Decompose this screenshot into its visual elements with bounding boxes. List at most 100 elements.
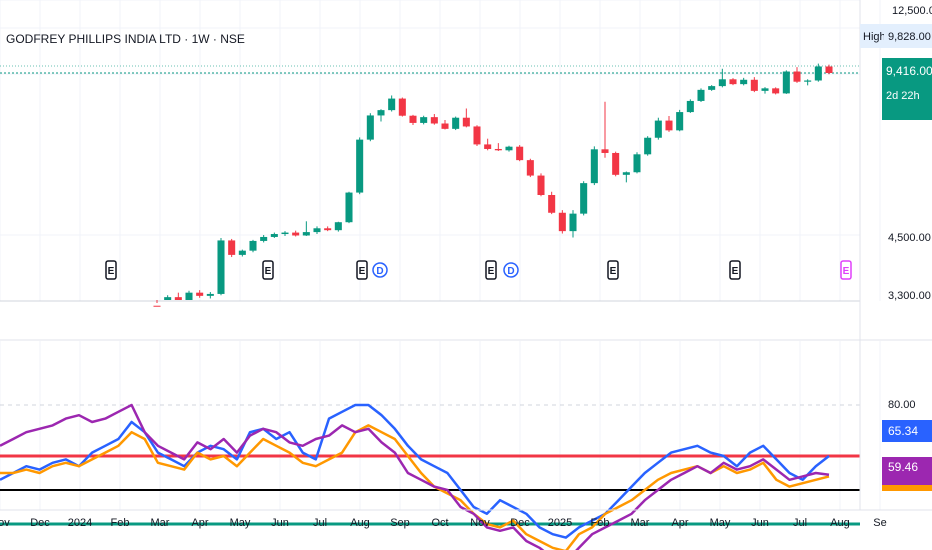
candle-body[interactable] xyxy=(174,297,182,300)
candle-body[interactable] xyxy=(430,117,438,124)
candles-group[interactable] xyxy=(153,63,833,307)
dividend-event-marker[interactable] xyxy=(372,262,388,278)
candle-body[interactable] xyxy=(473,126,481,145)
candle-body[interactable] xyxy=(569,213,577,232)
candle-body[interactable] xyxy=(708,86,716,90)
candle-body[interactable] xyxy=(740,79,748,85)
candle-body[interactable] xyxy=(644,137,652,155)
time-tick-label: Jun xyxy=(271,517,289,529)
time-tick-label: Dec xyxy=(30,517,50,529)
candle-body[interactable] xyxy=(782,71,790,94)
candle-body[interactable] xyxy=(526,160,534,176)
candle-body[interactable] xyxy=(409,115,417,123)
candle-body[interactable] xyxy=(718,79,726,87)
earnings-event-marker[interactable] xyxy=(105,260,117,280)
candle-body[interactable] xyxy=(590,149,598,184)
candle-body[interactable] xyxy=(697,89,705,101)
candle-body[interactable] xyxy=(356,139,364,193)
candle-body[interactable] xyxy=(750,79,758,91)
blue-value: 65.34 xyxy=(888,424,918,438)
candle-body[interactable] xyxy=(441,123,449,129)
event-label: D xyxy=(376,266,383,277)
candle-body[interactable] xyxy=(228,240,236,255)
candle-body[interactable] xyxy=(420,117,428,123)
candle-body[interactable] xyxy=(345,192,353,223)
indicator-scale[interactable]: 80.00 65.34 59.46 xyxy=(882,399,932,491)
candle-body[interactable] xyxy=(494,148,502,151)
earnings-event-marker[interactable] xyxy=(262,260,274,280)
earnings-event-marker[interactable] xyxy=(356,260,368,280)
candle-body[interactable] xyxy=(505,146,513,151)
candle-body[interactable] xyxy=(270,234,278,237)
earnings-event-marker[interactable] xyxy=(607,260,619,280)
candle-body[interactable] xyxy=(665,120,673,131)
upcoming-earnings-marker[interactable] xyxy=(840,260,852,280)
candle-body[interactable] xyxy=(601,149,609,153)
candle-body[interactable] xyxy=(622,172,630,175)
high-label-bg xyxy=(860,24,884,48)
indicator-orange-line[interactable] xyxy=(0,424,830,550)
candle-body[interactable] xyxy=(686,100,694,113)
candle-body[interactable] xyxy=(281,232,289,235)
time-tick-label: Se xyxy=(873,517,886,529)
candle-body[interactable] xyxy=(324,228,332,231)
candle-body[interactable] xyxy=(729,79,737,85)
candle-body[interactable] xyxy=(804,80,812,82)
time-tick-label: Jun xyxy=(751,517,769,529)
candle-body[interactable] xyxy=(238,250,246,255)
candle-body[interactable] xyxy=(366,115,374,140)
candle-body[interactable] xyxy=(153,305,161,307)
candle-body[interactable] xyxy=(676,112,684,131)
candle-body[interactable] xyxy=(516,146,524,161)
candle-body[interactable] xyxy=(612,152,620,175)
candle-body[interactable] xyxy=(825,66,833,73)
candle-body[interactable] xyxy=(334,222,342,231)
indicator-blue-line[interactable] xyxy=(0,403,830,539)
candle-body[interactable] xyxy=(260,236,268,241)
price-scale[interactable]: 12,500.00 4,500.00 3,300.00 High 9,828.0… xyxy=(859,0,932,510)
candle-body[interactable] xyxy=(206,293,214,296)
candle-body[interactable] xyxy=(537,175,545,195)
candle-body[interactable] xyxy=(249,240,257,251)
candle-body[interactable] xyxy=(814,66,822,81)
candle-body[interactable] xyxy=(196,292,204,296)
candle-body[interactable] xyxy=(761,88,769,91)
price-tick-12500: 12,500.00 xyxy=(892,5,932,17)
candle-body[interactable] xyxy=(793,71,801,82)
indicator-pane[interactable] xyxy=(0,341,881,550)
candle-body[interactable] xyxy=(377,110,385,116)
candle-body[interactable] xyxy=(654,120,662,138)
high-value: 9,828.00 xyxy=(888,31,931,43)
time-tick-label: Mar xyxy=(151,517,170,529)
symbol-title[interactable]: GODFREY PHILLIPS INDIA LTD · 1W · NSE xyxy=(6,32,245,46)
candle-body[interactable] xyxy=(452,117,460,129)
candle-body[interactable] xyxy=(633,154,641,173)
candle-body[interactable] xyxy=(164,297,172,300)
candle-body[interactable] xyxy=(185,292,193,300)
time-axis[interactable]: Nov Dec 2024 Feb Mar Apr May Jun Jul Aug Sep Oct Nov… xyxy=(0,509,932,529)
time-tick-label: Aug xyxy=(830,517,850,529)
candle-body[interactable] xyxy=(217,240,225,294)
earnings-event-marker[interactable] xyxy=(485,260,497,280)
candle-body[interactable] xyxy=(398,98,406,116)
candle-body[interactable] xyxy=(388,98,396,111)
time-tick-label: Apr xyxy=(191,517,208,529)
candle-body[interactable] xyxy=(313,228,321,233)
candle-body[interactable] xyxy=(558,212,566,232)
time-tick-label: May xyxy=(230,517,251,529)
dividend-event-marker[interactable] xyxy=(503,262,519,278)
candle-body[interactable] xyxy=(292,232,300,236)
indicator-grid xyxy=(0,341,881,510)
candle-body[interactable] xyxy=(548,194,556,213)
candle-body[interactable] xyxy=(484,144,492,149)
earnings-event-marker[interactable] xyxy=(729,260,741,280)
indicator-purple-line[interactable] xyxy=(0,403,830,550)
candle-body[interactable] xyxy=(462,117,470,127)
candle-body[interactable] xyxy=(772,88,780,94)
candle-body[interactable] xyxy=(302,232,310,236)
candle-body[interactable] xyxy=(580,183,588,214)
purple-value: 59.46 xyxy=(888,460,918,474)
